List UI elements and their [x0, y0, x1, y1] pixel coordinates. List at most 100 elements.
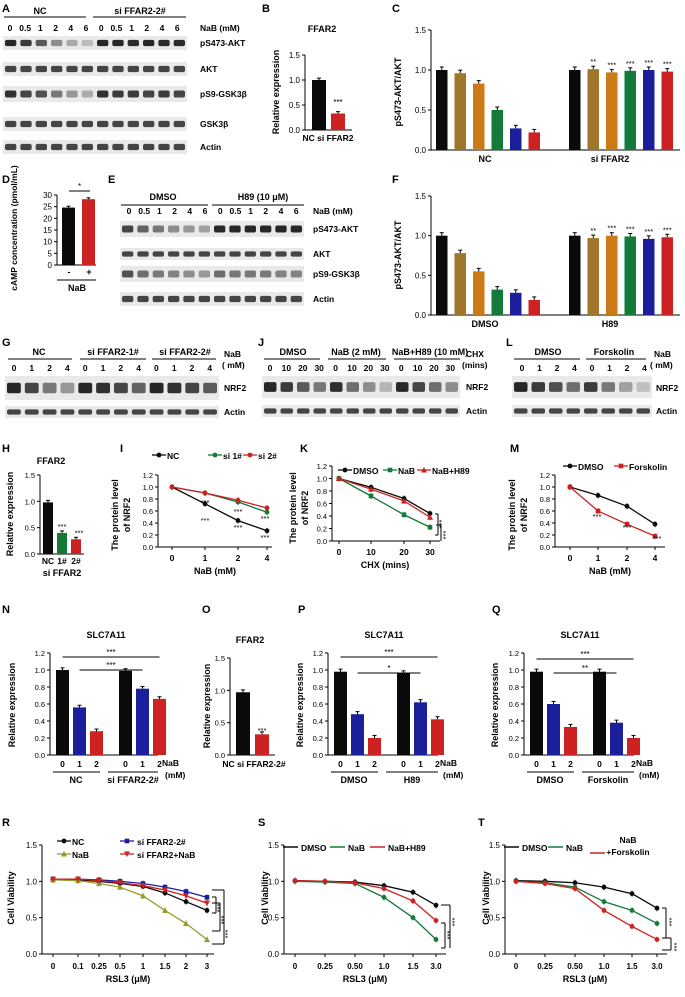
x-tick-label: 1 [140, 759, 145, 769]
data-point [513, 878, 519, 884]
blot-band [429, 408, 442, 414]
blot-band [42, 409, 57, 415]
y-axis-label: The protein level [110, 479, 120, 551]
time-label: 10 [282, 363, 292, 373]
sig-label: *** [261, 514, 270, 523]
bar [312, 80, 326, 130]
blot-band [173, 120, 185, 128]
y-tick-label: 0.6 [540, 507, 550, 516]
legend-marker [567, 463, 573, 469]
blot-band [20, 39, 32, 47]
legend-label: NaB [619, 835, 636, 845]
dose-label: 1 [129, 23, 134, 33]
data-point [140, 883, 146, 889]
panel-letter: L [506, 337, 513, 349]
x-tick-label: 2 [157, 759, 162, 769]
x-tick-label: 3 [205, 962, 210, 971]
y-axis-label: The protein level [507, 479, 517, 551]
blot-label: Actin [656, 406, 677, 416]
x-tick-label: 2 [372, 759, 377, 769]
data-point [410, 889, 416, 895]
dose-label: 0.5 [110, 23, 122, 33]
y-axis-label: The protein level [288, 472, 298, 544]
y-axis-label: Relative expression [5, 472, 15, 557]
x-tick-label: 0 [293, 962, 298, 971]
bar [331, 113, 345, 130]
bar [153, 698, 166, 755]
dose-label: 1 [248, 206, 253, 216]
legend-label: DMSO [522, 843, 548, 853]
y-tick-label: 0.4 [317, 512, 327, 521]
sig-label: *** [75, 528, 84, 537]
blot-band [152, 225, 164, 233]
y-tick-label: 1.5 [415, 26, 427, 35]
blot-band [81, 143, 93, 151]
blot-band [143, 120, 155, 128]
group-label: NC [479, 154, 492, 164]
sig-label: ** [582, 664, 588, 673]
sig-label: *** [201, 498, 210, 507]
x-tick-label: 0 [514, 962, 519, 971]
bar [236, 692, 250, 755]
y-tick-label: 1.2 [509, 649, 519, 658]
y-axis-label: Cell Viability [6, 871, 16, 924]
dose-label: 1 [537, 363, 542, 373]
series-line [53, 879, 208, 912]
bar [564, 726, 577, 755]
data-point [162, 887, 168, 894]
label: NaB [162, 758, 179, 768]
blot-band [60, 382, 75, 394]
dose-label: 2 [118, 363, 123, 373]
dose-label: 1 [101, 363, 106, 373]
blot-band [198, 225, 210, 233]
data-point [542, 881, 548, 886]
blot-label: Actin [313, 294, 334, 304]
group-label: DMSO [472, 319, 499, 329]
bar [587, 69, 599, 150]
y-tick-label: 0.8 [143, 495, 153, 504]
data-point [352, 880, 358, 886]
legend-label: NC [167, 451, 179, 461]
data-point [322, 878, 328, 884]
x-tick-label: 1# [57, 556, 67, 566]
blot-band [396, 382, 409, 392]
group-label: NaB (2 mM) [331, 347, 381, 357]
y-tick-label: 1.2 [540, 471, 550, 480]
blot-band [203, 382, 217, 394]
data-point [202, 501, 208, 507]
y-tick-label: 1.5 [289, 51, 301, 60]
blot-band [445, 382, 458, 392]
y-tick-label: 1.2 [317, 462, 327, 471]
blot-band [214, 225, 226, 233]
group-label: si FFAR2-2# [107, 775, 159, 785]
data-point [654, 905, 660, 911]
bar [57, 532, 67, 554]
blot-band [214, 270, 226, 278]
time-label: 30 [380, 363, 390, 373]
blot-band [122, 225, 134, 233]
blot-band [566, 408, 580, 414]
y-tick-label: 1.2 [35, 649, 45, 658]
blot-band [214, 251, 226, 257]
group-label: Forskolin [588, 775, 629, 785]
bar [473, 83, 485, 150]
x-tick-label: 2 [236, 553, 241, 563]
x-tick-label: + [86, 267, 91, 277]
y-axis-label: of NRF2 [300, 491, 310, 526]
y-tick-label: 0.0 [489, 950, 501, 959]
data-point [595, 493, 601, 498]
y-tick-label: 1.5 [489, 841, 501, 850]
bar [431, 719, 444, 755]
bar [491, 289, 503, 315]
legend-label: DMSO [578, 462, 604, 472]
y-tick-label: 0.2 [540, 531, 550, 540]
blot-band [35, 120, 47, 128]
blot-band [66, 39, 78, 47]
sig-label: *** [234, 523, 243, 532]
blot-band [363, 408, 376, 414]
time-label: 20 [429, 363, 439, 373]
dose-label: 0 [99, 23, 104, 33]
x-tick-label: 10 [366, 547, 376, 557]
data-point [601, 908, 607, 913]
series-line [52, 879, 208, 940]
